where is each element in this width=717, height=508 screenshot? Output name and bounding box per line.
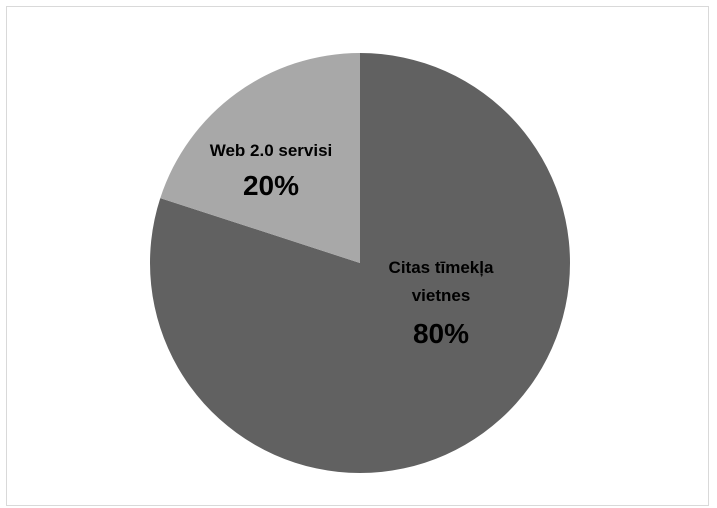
slice-0-category-line-1: vietnes [412,286,471,305]
slice-1-category-line-0: Web 2.0 servisi [210,141,333,160]
labels-layer: Citas tīmekļa vietnes 80% Web 2.0 servis… [210,141,494,349]
pie-slice-1 [160,53,360,263]
slice-0-percent-label: 80% [413,318,469,349]
slices-layer [150,53,570,473]
slice-1-percent-label: 20% [243,170,299,201]
slice-0-category-line-0: Citas tīmekļa [389,258,494,277]
